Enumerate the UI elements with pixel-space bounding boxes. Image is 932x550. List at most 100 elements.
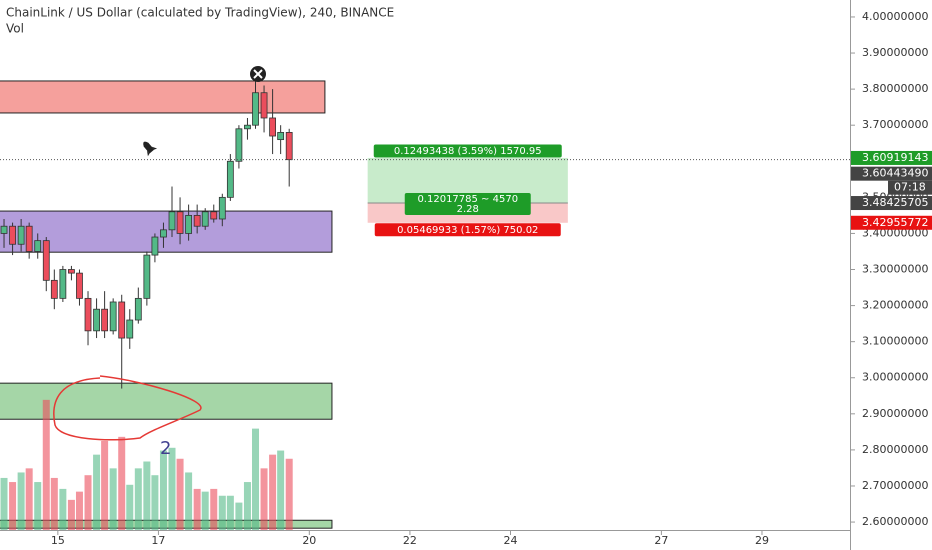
candle-body	[285, 132, 293, 161]
volume-bar	[34, 482, 42, 530]
y-tick-label: 3.70000000	[862, 118, 928, 131]
volume-bar	[243, 482, 251, 530]
target-price-label: 3.60919143	[862, 151, 928, 164]
x-tick-label: 29	[755, 534, 769, 547]
volume-bar	[185, 472, 193, 530]
volume-bar	[168, 447, 176, 530]
volume-bar	[101, 440, 109, 530]
freehand-drawing	[53, 375, 202, 441]
candle-body	[59, 269, 67, 299]
candle-body	[252, 92, 259, 126]
volume-bar	[0, 477, 8, 530]
stop-price-label-box	[851, 215, 932, 230]
candle-body	[235, 128, 243, 162]
y-tick-label: 3.00000000	[862, 371, 928, 384]
candle-body	[193, 214, 201, 227]
target-price-label-box	[851, 150, 932, 165]
y-tick-label: 3.90000000	[862, 46, 928, 59]
volume-bar	[260, 468, 268, 530]
y-tick-label: 2.80000000	[862, 443, 928, 456]
volume-bar	[210, 488, 218, 530]
countdown-box	[888, 180, 932, 195]
candle-body	[176, 211, 184, 234]
candle-body	[244, 124, 251, 130]
candle-body	[34, 240, 42, 252]
volume-bar	[285, 458, 293, 530]
volume-bar	[134, 468, 142, 530]
volume-bar	[193, 488, 201, 530]
candle-body	[9, 225, 16, 245]
candle-body	[17, 225, 25, 245]
volume-bar	[50, 477, 58, 530]
candle-body	[76, 272, 83, 299]
x-tick-label: 27	[654, 534, 668, 547]
x-tick-label: 17	[151, 534, 165, 547]
candle-body	[218, 196, 226, 220]
candle-body	[68, 269, 75, 274]
candle-body	[84, 297, 92, 332]
candle-body	[109, 301, 117, 332]
volume-bar	[93, 454, 101, 530]
x-tick-label: 15	[51, 534, 65, 547]
candle-body	[260, 92, 268, 119]
zone	[0, 382, 333, 420]
y-tick-label: 2.60000000	[862, 515, 928, 528]
volume-bar	[143, 461, 151, 530]
zone	[0, 80, 326, 114]
candle-body	[168, 211, 176, 231]
stop-label-box	[374, 223, 561, 237]
volume-bar	[235, 502, 243, 530]
volume-bar	[25, 468, 33, 530]
candle-body	[93, 308, 100, 332]
y-tick-label: 3.10000000	[862, 335, 928, 348]
entry-label-box	[404, 193, 531, 216]
candle-body	[25, 225, 33, 252]
y-tick-label: 3.80000000	[862, 82, 928, 95]
candle-body	[210, 211, 218, 220]
target-label: 0.12493438 (3.59%) 1570.95	[394, 146, 542, 157]
chart-title: ChainLink / US Dollar (calculated by Tra…	[6, 6, 394, 20]
stop-price-label: 3.42955772	[862, 216, 928, 229]
candle-body	[50, 279, 58, 299]
candle-body	[160, 229, 167, 238]
volume-bar	[176, 458, 184, 530]
volume-bar	[109, 468, 117, 530]
stop-label: 0.05469933 (1.57%) 750.02	[397, 225, 538, 236]
y-tick-label: 2.70000000	[862, 479, 928, 492]
volume-bar	[159, 450, 167, 530]
entry-price-label: 3.48425705	[862, 196, 928, 209]
volume-bar	[9, 482, 17, 530]
entry-label: 0.12017785 ~ 4570	[417, 194, 518, 205]
candle-body	[143, 254, 151, 299]
candle-body	[151, 236, 159, 256]
y-tick-label: 2.90000000	[862, 407, 928, 420]
volume-bar	[277, 450, 285, 530]
volume-bar	[126, 484, 134, 530]
close-marker	[250, 66, 266, 82]
target-label-box	[373, 144, 562, 158]
plot-layer: 2 0.12493438 (3.59%) 1570.95 0.12017785 ~ …	[0, 74, 850, 530]
candle-body	[118, 301, 126, 339]
candle-body	[126, 319, 134, 339]
volume-bar	[67, 499, 75, 530]
last-price-label-box	[851, 166, 932, 181]
y-tick-label: 3.20000000	[862, 299, 928, 312]
volume-bar	[226, 495, 234, 530]
volume-bar	[17, 472, 25, 530]
volume-bar	[42, 399, 50, 530]
ratio-label: 2.28	[457, 204, 479, 215]
volume-bar	[84, 475, 92, 530]
candle-body	[269, 117, 277, 137]
y-tick-label: 4.00000000	[862, 10, 928, 23]
y-tick-label: 3.30000000	[862, 263, 928, 276]
x-tick-label: 22	[403, 534, 417, 547]
x-tick-label: 20	[302, 534, 316, 547]
candle-body	[185, 214, 193, 234]
volume-bar	[151, 475, 159, 530]
last-price-label: 3.60443490	[862, 167, 928, 180]
volume-bar	[269, 454, 277, 530]
countdown: 07:18	[894, 181, 926, 194]
volume-bar	[252, 428, 260, 530]
candle-body	[42, 240, 50, 281]
